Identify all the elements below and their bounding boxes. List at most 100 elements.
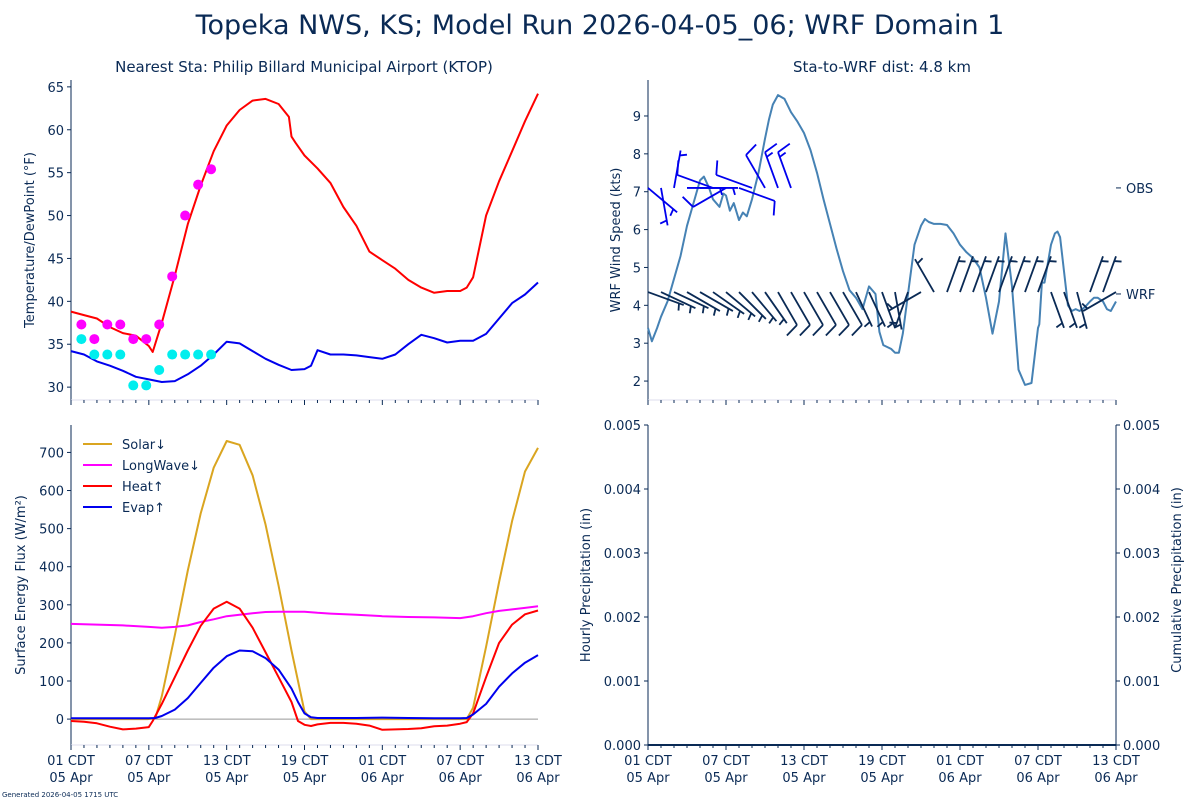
obs-temperature-marker (167, 271, 178, 282)
precip-ytick-label: 0.000 (604, 739, 641, 754)
wind-barb (1089, 256, 1109, 293)
xtick-label-date: 06 Apr (1016, 771, 1060, 786)
temp-ytick-label: 60 (47, 124, 64, 139)
precip-ylabel: Hourly Precipitation (in) (579, 508, 594, 662)
wrf-wind-speed-line (647, 94, 1117, 386)
wind-barb-staff (676, 174, 714, 189)
precip-plot: 0.000 0.000 0.001 0.001 0.002 0.002 0.003 0.003… (604, 419, 1160, 786)
wind-barb-staff (894, 291, 909, 329)
xtick-label-date: 05 Apr (127, 771, 171, 786)
obs-temperature-marker (141, 334, 152, 345)
precip-ytick-label: 0.003 (604, 547, 641, 562)
wind-barb-staff (1011, 256, 1026, 293)
longwave-line (70, 605, 539, 629)
xtick-label-date: 06 Apr (516, 771, 560, 786)
wind-barb-staff (712, 291, 745, 315)
xtick-label: 01 CDT (936, 754, 984, 769)
wind-barb (673, 291, 709, 314)
obs-temperature-marker (102, 319, 113, 330)
wind-barb-half-feather (1055, 322, 1063, 329)
wind-barb-feather (715, 160, 719, 175)
wind-right-labels: OBS WRF (1116, 182, 1155, 303)
obs-temperature-marker (180, 210, 191, 221)
wind-barb-feather (777, 142, 791, 153)
wind-ytick-label: 2 (633, 375, 641, 390)
wind-ylabel: WRF Wind Speed (kts) (609, 168, 624, 313)
wind-barb-half-feather (889, 321, 897, 324)
obs-dewpoint-marker (193, 349, 204, 360)
flux-ytick-label: 700 (39, 446, 64, 461)
wind-barb (673, 150, 688, 189)
wind-barb-half-feather (778, 318, 785, 326)
wind-right-label-wrf: WRF (1126, 288, 1155, 303)
wind-right-label-obs: OBS (1126, 182, 1153, 197)
xtick-label: 07 CDT (702, 754, 750, 769)
wind-ytick-label: 5 (633, 261, 641, 276)
wind-barb-staff (829, 291, 850, 326)
obs-dewpoint-marker (115, 349, 126, 360)
xtick-label: 07 CDT (436, 754, 484, 769)
wind-barb (660, 291, 696, 314)
legend-label-longwave: LongWave↓ (122, 459, 200, 474)
wind-barb-staff (1089, 256, 1104, 293)
wind-barb (842, 291, 863, 337)
wind-barb (1063, 291, 1078, 329)
wind-barb-staff (1050, 291, 1065, 329)
wind-barb-staff (855, 291, 873, 327)
precip-ytick-label: 0.004 (604, 483, 641, 498)
legend-label-solar: Solar↓ (122, 438, 166, 453)
wind-barb-half-feather (876, 321, 884, 328)
heat-line (70, 600, 539, 731)
wind-barb-staff (725, 291, 756, 318)
obs-temperature-marker (128, 334, 139, 345)
wind-barb (738, 291, 767, 323)
wind-barb (738, 187, 776, 216)
wind-barb (803, 291, 824, 337)
temp-panel-title: Nearest Sta: Philip Billard Municipal Ai… (115, 58, 493, 76)
xtick-label: 07 CDT (1014, 754, 1062, 769)
obs-temperature-marker (206, 164, 217, 175)
wind-barb-staff (1063, 291, 1078, 329)
wind-barb (1024, 256, 1044, 293)
wind-barb-feather (745, 143, 757, 156)
wind-barb (998, 256, 1018, 293)
wind-barb-feather (676, 160, 680, 175)
wind-barb (764, 291, 788, 326)
wind-barb (700, 187, 738, 196)
wind-barb (816, 291, 837, 337)
flux-ytick-label: 200 (39, 637, 64, 652)
wind-barb-staff (699, 291, 734, 312)
legend-label-heat: Heat↑ (122, 480, 164, 495)
flux-ytick-label: 500 (39, 523, 64, 538)
wind-barb-staff (998, 256, 1013, 293)
wind-barb-staff (745, 154, 766, 189)
wind-barb-staff (803, 291, 824, 326)
wind-barb-half-feather (736, 310, 741, 319)
wind-barb-half-feather (1101, 260, 1109, 263)
wind-barb-staff (887, 291, 922, 312)
obs-dewpoint-marker (180, 349, 191, 360)
wind-barb-half-feather (758, 314, 764, 323)
xtick-label: 13 CDT (203, 754, 251, 769)
wind-barb-half-feather (725, 308, 730, 316)
temp-ytick-label: 45 (47, 252, 64, 267)
xtick-label-date: 06 Apr (439, 771, 483, 786)
wind-barb-staff (777, 291, 798, 326)
wrf-temperature-line (70, 93, 539, 353)
wind-barb (829, 291, 850, 337)
wind-barb (676, 160, 714, 189)
wind-barb-staff (959, 256, 974, 293)
temp-ytick-label: 30 (47, 381, 64, 396)
wind-barb-staff (1102, 256, 1117, 293)
flux-ytick-label: 600 (39, 485, 64, 500)
wind-barb-feather (682, 196, 694, 208)
wind-barb-half-feather (916, 257, 924, 265)
obs-dewpoint-marker (76, 334, 87, 345)
wind-barb-staff (842, 291, 863, 326)
wind-barb-staff (660, 291, 696, 309)
xtick-label: 19 CDT (281, 754, 329, 769)
wind-barb-staff (946, 256, 961, 293)
wind-barb-half-feather (1114, 260, 1122, 263)
obs-temperature-marker (193, 179, 204, 190)
